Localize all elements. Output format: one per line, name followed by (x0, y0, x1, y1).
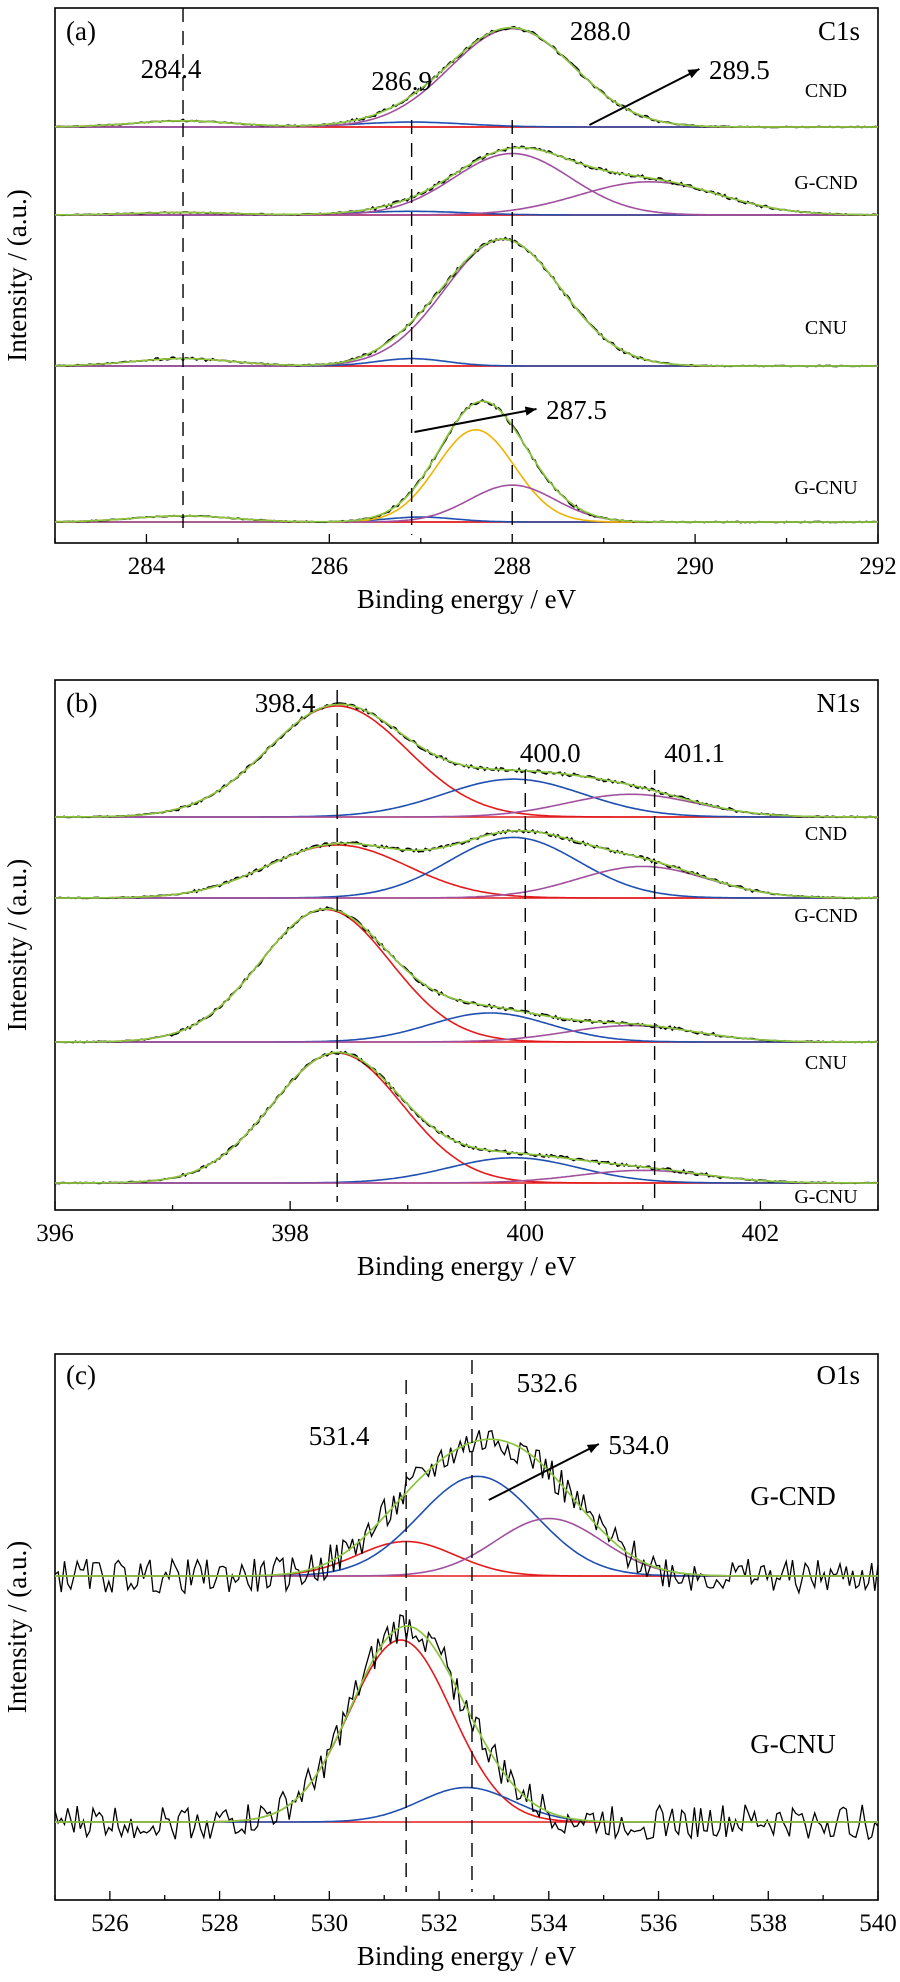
panel-c1s-peak-annotation: 287.5 (546, 395, 607, 425)
panel-c1s-annotation-arrow (414, 408, 537, 433)
panel-o1s-element-label: O1s (816, 1360, 860, 1390)
panel-c1s-g-cnu-envelope (54, 400, 878, 523)
panel-n1s-sample-label: G-CND (794, 905, 857, 927)
panel-o1s-annotation-arrowhead (586, 1444, 599, 1454)
panel-n1s-y-axis-label: Intensity / (a.u.) (2, 859, 32, 1031)
panel-n1s-peak-annotation: 400.0 (520, 738, 581, 768)
panel-n1s-x-axis-label: Binding energy / eV (357, 1251, 577, 1281)
panel-c1s-sample-label: G-CNU (794, 477, 858, 499)
panel-o1s-panel-label: (c) (66, 1360, 96, 1390)
panel-o1s-g-cnd-envelope (55, 1438, 878, 1577)
panel-c1s-annotation-arrowhead (687, 69, 700, 79)
panel-o1s-g-cnu-envelope (55, 1625, 878, 1823)
panel-c1s-tick-label: 288 (493, 553, 531, 580)
panel-c1s-tick-label: 286 (311, 553, 349, 580)
panel-n1s-cnu-envelope (55, 907, 878, 1043)
panel-c1s-y-axis-label: Intensity / (a.u.) (2, 189, 32, 361)
panel-n1s-panel-label: (b) (66, 688, 97, 718)
panel-n1s-tick-label: 398 (271, 1220, 309, 1247)
panel-c1s-tick-label: 290 (676, 553, 714, 580)
panel-o1s-g-cnd-raw-spectrum (54, 1429, 879, 1595)
panel-o1s-y-axis-label: Intensity / (a.u.) (2, 1541, 32, 1713)
panel-c1s-x-axis-label: Binding energy / eV (357, 584, 577, 614)
panel-n1s-cnd-envelope (55, 703, 878, 818)
panel-n1s-peak-annotation: 398.4 (255, 688, 316, 718)
panel-n1s-sample-label: CNU (805, 1052, 848, 1074)
panel-c1s-sample-label: CND (805, 80, 847, 102)
panel-c1s-tick-label: 292 (859, 553, 897, 580)
panel-n1s-tick-label: 396 (36, 1220, 74, 1247)
panel-o1s-g-cnu-raw-spectrum (54, 1614, 879, 1841)
panel-o1s-x-axis-label: Binding energy / eV (357, 1941, 577, 1971)
panel-o1s-tick-label: 528 (201, 1910, 239, 1937)
panel-o1s-sample-label: G-CND (750, 1481, 836, 1511)
panel-n1s-g-cnu-envelope (55, 1051, 878, 1184)
panel-n1s-peak-annotation: 401.1 (664, 738, 725, 768)
panel-c1s-panel-label: (a) (66, 16, 96, 46)
panel-c1s-sample-label: G-CND (794, 172, 857, 194)
panel-o1s-tick-label: 540 (859, 1910, 897, 1937)
panel-c1s-peak-annotation: 286.9 (371, 66, 432, 96)
panel-c1s-peak-annotation: 284.4 (141, 54, 202, 84)
panel-c1s-peak-annotation: 288.0 (570, 16, 631, 46)
panel-o1s-peak-annotation: 532.6 (517, 1368, 578, 1398)
panel-o1s-tick-label: 530 (311, 1910, 349, 1937)
panel-o1s-tick-label: 536 (640, 1910, 678, 1937)
panel-c1s-element-label: C1s (818, 16, 860, 46)
panel-c1s-cnu-envelope (55, 238, 878, 367)
panel-c1s-g-cnd-envelope (55, 146, 878, 216)
panel-o1s-tick-label: 538 (750, 1910, 788, 1937)
panel-n1s-tick-label: 402 (742, 1220, 780, 1247)
panel-n1s-sample-label: G-CNU (794, 1186, 858, 1208)
panel-n1s-sample-label: CND (805, 823, 847, 845)
panel-n1s-tick-label: 400 (507, 1220, 545, 1247)
panel-o1s-annotation-arrow (488, 1443, 600, 1501)
panel-c1s-peak-annotation: 289.5 (709, 55, 770, 85)
panel-c1s-annotation-arrow (588, 68, 700, 126)
panel-n1s-element-label: N1s (816, 688, 860, 718)
panel-o1s-tick-label: 534 (530, 1910, 568, 1937)
panel-c1s-annotation-arrowhead (524, 406, 537, 416)
panel-o1s-tick-label: 532 (420, 1910, 458, 1937)
panel-c1s-tick-label: 284 (128, 553, 166, 580)
panel-o1s-frame (54, 1353, 879, 1901)
panel-o1s-peak-annotation: 531.4 (309, 1421, 370, 1451)
panel-o1s-tick-label: 526 (91, 1910, 129, 1937)
panel-c1s-frame (54, 7, 879, 544)
panel-o1s-sample-label: G-CNU (750, 1729, 836, 1759)
panel-c1s-sample-label: CNU (805, 317, 848, 339)
panel-n1s-frame (54, 679, 879, 1211)
panel-n1s-g-cnd-envelope (55, 829, 879, 899)
panel-c1s-cnd-envelope (54, 26, 878, 128)
panel-o1s-peak-annotation: 534.0 (608, 1430, 669, 1460)
